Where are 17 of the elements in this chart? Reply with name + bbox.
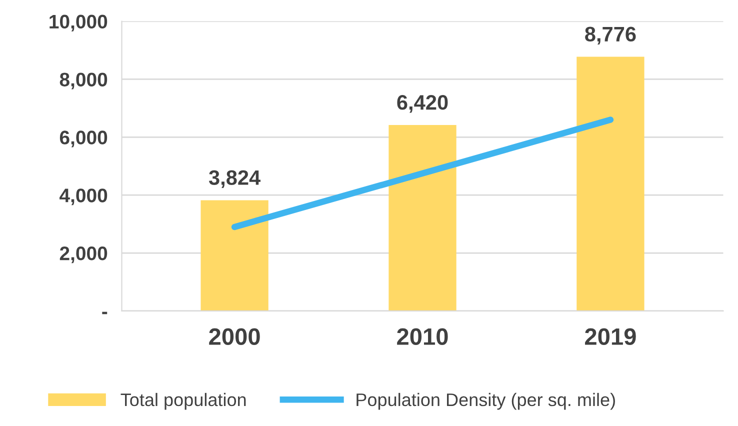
y-tick-label: 6,000 bbox=[60, 130, 108, 148]
bar bbox=[200, 200, 268, 311]
legend-label: Population Density (per sq. mile) bbox=[356, 392, 615, 410]
bar bbox=[576, 56, 644, 311]
x-tick-label: 2019 bbox=[585, 328, 636, 345]
x-tick-label: 2010 bbox=[397, 328, 448, 345]
y-tick-label: 2,000 bbox=[60, 246, 108, 264]
x-tick-label: 2000 bbox=[209, 328, 260, 345]
legend-label: Total population bbox=[120, 392, 246, 410]
data-label: 6,420 bbox=[397, 95, 448, 113]
y-tick-label: 4,000 bbox=[60, 188, 108, 206]
data-label: 3,824 bbox=[208, 170, 261, 188]
y-tick-label: 10,000 bbox=[50, 14, 108, 32]
data-label: 8,776 bbox=[585, 26, 636, 45]
y-tick-label: - bbox=[102, 312, 108, 314]
bar bbox=[388, 125, 456, 311]
y-tick-label: 8,000 bbox=[60, 72, 108, 90]
